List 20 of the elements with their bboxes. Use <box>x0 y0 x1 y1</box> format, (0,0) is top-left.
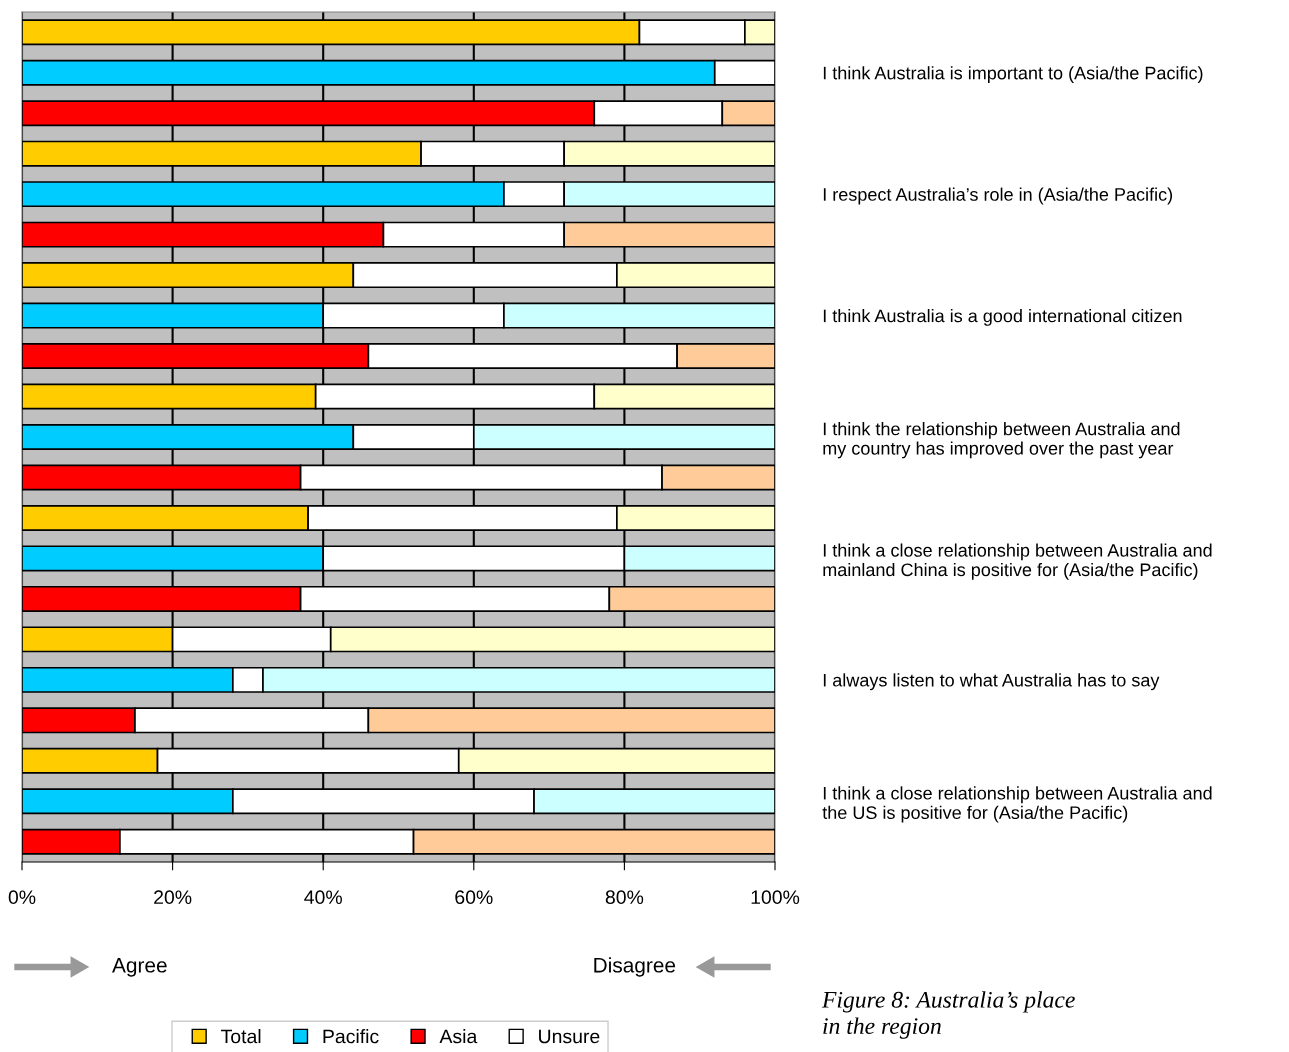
y-tick-label: I think the relationship between Australia and my country has improved over the past year <box>823 422 1180 459</box>
y-tick-label: I think Australia is important to (Asia/the Pacific) <box>823 66 1203 83</box>
x-tick-label: 0% <box>8 890 36 905</box>
y-tick-label: I think a close relationship between Australia and mainland China is positive for (Asia/the Pacific) <box>823 543 1212 580</box>
x-tick-label: 60% <box>455 890 493 905</box>
x-tick-label: 80% <box>605 890 644 905</box>
y-tick-label: I think a close relationship between Australia and the US is positive for (Asia/the Pacific) <box>822 786 1212 823</box>
text: Agree <box>112 958 167 977</box>
legend-label: Total <box>221 1029 261 1044</box>
text: Disagree <box>594 957 676 977</box>
x-tick-label: 40% <box>304 890 342 905</box>
y-tick-label: I think Australia is a good international citizen <box>823 309 1182 326</box>
text: Figure 8: Australia’s place in the region <box>821 991 1075 1039</box>
legend-label: Pacific <box>323 1029 379 1044</box>
x-tick-label: 100% <box>751 890 800 905</box>
legend-label: Asia <box>439 1029 478 1044</box>
y-tick-label: I respect Australia’s role in (Asia/the Pacific) <box>823 187 1173 205</box>
y-tick-label: I always listen to what Australia has to say <box>823 673 1160 691</box>
legend-label: Unsure <box>539 1029 600 1044</box>
x-tick-label: 20% <box>154 890 192 905</box>
